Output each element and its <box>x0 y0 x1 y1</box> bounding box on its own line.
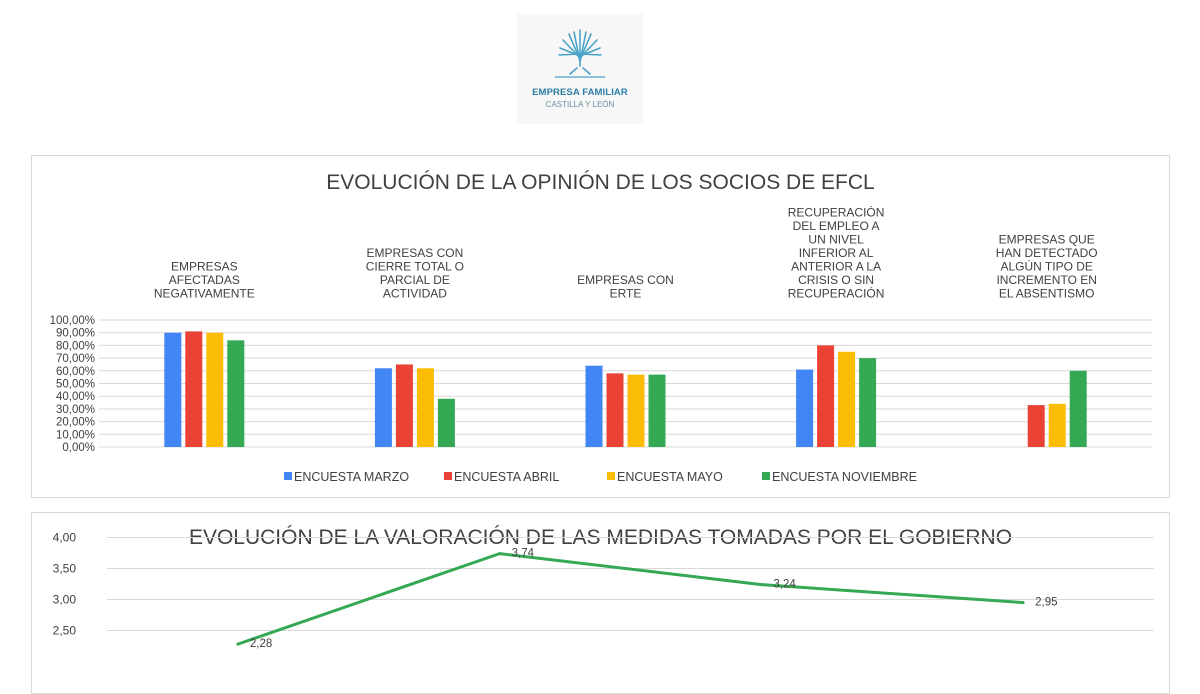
y-tick-label: 30,00% <box>56 404 95 416</box>
bar <box>185 331 203 447</box>
data-label: 2,28 <box>250 638 272 650</box>
line-chart-panel: EVOLUCIÓN DE LA VALORACIÓN DE LAS MEDIDA… <box>31 512 1170 694</box>
y-tick-label: 50,00% <box>56 379 95 391</box>
category-label: EMPRESAS AFECTADAS NEGATIVAMENTE <box>154 260 255 301</box>
tree-logo-icon <box>555 29 605 78</box>
y-tick-label: 40,00% <box>56 391 95 403</box>
bar-chart-title: EVOLUCIÓN DE LA OPINIÓN DE LOS SOCIOS DE… <box>326 171 875 194</box>
legend-label: ENCUESTA MAYO <box>617 470 723 484</box>
y-tick-label: 3,00 <box>53 593 77 607</box>
bar <box>1027 405 1045 447</box>
bar <box>859 358 877 447</box>
bar <box>395 364 413 447</box>
bar <box>648 374 666 447</box>
legend-label: ENCUESTA ABRIL <box>454 470 559 484</box>
legend-swatch <box>762 472 770 480</box>
logo-sub-text: CASTILLA Y LEÓN <box>545 100 615 109</box>
bar <box>437 398 455 447</box>
bar <box>817 345 835 447</box>
bar <box>796 369 814 447</box>
bar <box>374 368 392 447</box>
data-line <box>237 552 1024 646</box>
data-label: 3,74 <box>512 548 535 560</box>
bar <box>1048 403 1066 447</box>
legend-label: ENCUESTA MARZO <box>294 470 409 484</box>
bar-chart: 0,00%10,00%20,00%30,00%40,00%50,00%60,00… <box>50 205 1152 484</box>
data-point <box>498 552 502 556</box>
data-label: 2,95 <box>1035 597 1057 609</box>
legend-label: ENCUESTA NOVIEMBRE <box>772 470 917 484</box>
bar <box>585 365 603 447</box>
data-point <box>236 642 240 646</box>
bar <box>606 373 624 447</box>
bar <box>416 368 434 447</box>
data-label: 3,24 <box>773 579 796 591</box>
category-label: EMPRESAS CON CIERRE TOTAL O PARCIAL DE ACTI… <box>366 246 464 301</box>
bar <box>838 351 856 447</box>
bar <box>206 332 224 447</box>
legend-swatch <box>607 472 615 480</box>
legend-swatch <box>284 472 292 480</box>
company-logo: EMPRESA FAMILIAR CASTILLA Y LEÓN <box>517 14 643 124</box>
data-point <box>759 583 763 587</box>
bar <box>164 332 182 447</box>
bar-chart-panel: EVOLUCIÓN DE LA OPINIÓN DE LOS SOCIOS DE… <box>31 155 1170 498</box>
y-tick-label: 0,00% <box>62 442 95 454</box>
y-tick-label: 60,00% <box>56 366 95 378</box>
y-tick-label: 2,50 <box>53 624 77 638</box>
y-tick-label: 20,00% <box>56 417 95 429</box>
y-tick-label: 100,00% <box>50 315 95 327</box>
category-label: RECUPERACIÓN DEL EMPLEO A UN NIVEL INFERIOR… <box>788 205 885 301</box>
y-tick-label: 10,00% <box>56 429 95 441</box>
category-label: EMPRESAS QUE HAN DETECTADO ALGÚN TIPO DE IN… <box>996 233 1098 301</box>
legend-swatch <box>444 472 452 480</box>
y-tick-label: 80,00% <box>56 340 95 352</box>
y-tick-label: 4,00 <box>53 531 77 545</box>
y-tick-label: 70,00% <box>56 353 95 365</box>
logo-brand-text: EMPRESA FAMILIAR <box>532 87 628 98</box>
y-tick-label: 3,50 <box>53 562 77 576</box>
data-point <box>1021 601 1025 605</box>
y-tick-label: 90,00% <box>56 328 95 340</box>
line-chart: 2,50 3,00 3,50 4,00 2,28 3,74 3,24 2,95 <box>53 531 1154 650</box>
bar <box>627 374 645 447</box>
bar <box>227 340 245 447</box>
category-label: EMPRESAS CON ERTE <box>577 273 674 301</box>
bar <box>1069 370 1087 447</box>
